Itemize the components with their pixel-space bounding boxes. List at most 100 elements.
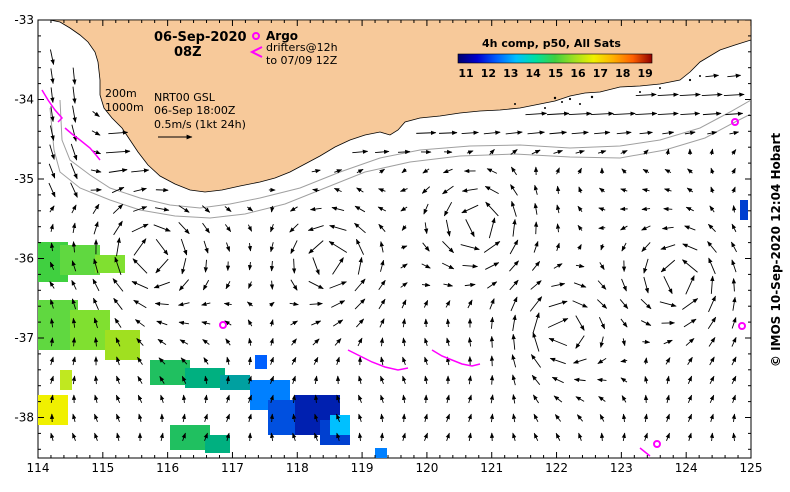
current-vector [49,356,54,366]
isobath-1000m [49,107,751,219]
current-vector [731,394,736,404]
x-tick-label: 119 [351,461,374,475]
current-vector [555,167,560,175]
current-vector [643,413,648,422]
current-vector [511,333,516,350]
current-vector [311,168,321,174]
current-vector [620,377,628,383]
current-vector [115,394,121,403]
current-vector [665,413,670,422]
current-vector [640,298,652,310]
current-vector [181,258,187,275]
current-vector [594,130,611,135]
current-vector [291,413,297,423]
current-vector [290,279,298,291]
current-vector [331,300,346,308]
current-vector [664,168,672,174]
current-vector [312,257,320,276]
current-vector [269,394,274,404]
current-vector [708,337,716,347]
current-vector [289,223,299,233]
current-vector [375,149,390,154]
current-vector [400,263,408,269]
current-vector [290,240,298,255]
colorbar-tick-label: 12 [481,67,496,80]
current-vector [247,394,252,403]
current-vector [108,168,128,173]
current-vector [621,413,627,422]
current-vector [378,298,386,310]
current-vector [422,168,430,174]
current-vector [575,315,585,331]
current-vector [49,223,54,232]
current-vectors [48,49,745,442]
current-vector [445,219,451,237]
current-vector [597,150,607,155]
current-vector [423,203,429,215]
current-vector [461,188,478,193]
current-vector [309,301,323,307]
current-vector [270,432,275,442]
current-vector [72,105,77,123]
current-vector [160,394,165,404]
current-vector [600,243,605,251]
current-vector [94,432,99,442]
y-tick-label: -33 [14,13,34,27]
current-vector [639,130,653,135]
current-vector [708,223,716,233]
current-vector [467,413,472,423]
current-vector [329,281,347,289]
current-vector [358,394,363,403]
current-vector [510,149,518,155]
current-vector [153,224,171,232]
current-vector [511,200,517,217]
current-vector [554,414,562,422]
current-vector [225,242,230,252]
current-vector [445,318,451,328]
current-vector [533,240,539,253]
current-vector [511,354,517,368]
current-vector [687,394,693,403]
current-vector [679,92,701,97]
current-vector [131,223,149,233]
current-vector [641,242,651,252]
current-vector [731,223,737,233]
current-vector [247,243,253,252]
current-vector [533,221,539,235]
current-vector [92,203,100,215]
current-vector [533,394,539,404]
current-vector [643,357,648,365]
current-vector [532,331,540,352]
current-vector [203,432,208,441]
current-vector [467,394,472,404]
current-vector [354,298,366,310]
current-vector [312,188,320,193]
current-vector [488,217,496,239]
x-tick-label: 120 [415,461,438,475]
current-vector [358,375,363,385]
current-vector [511,413,517,423]
current-vector [138,413,143,423]
current-vector [461,130,479,135]
current-vector [571,130,589,135]
current-vector [334,338,342,346]
credit-label: © IMOS 10-Sep-2020 12:04 Hobart [769,132,783,368]
current-vector [424,356,429,366]
current-vector [71,375,77,385]
current-vector [401,225,407,231]
current-vector [553,263,563,269]
current-vector [72,67,77,85]
current-vector [530,354,542,368]
current-vector [573,377,586,383]
current-vector [94,413,99,422]
current-vector [663,276,673,295]
current-vector [334,169,343,174]
current-vector [357,337,363,347]
current-vector [115,337,121,347]
current-vector [620,188,628,193]
current-vector [709,413,714,423]
current-vector [686,187,694,193]
current-vector [116,375,121,385]
current-vector [247,261,253,271]
